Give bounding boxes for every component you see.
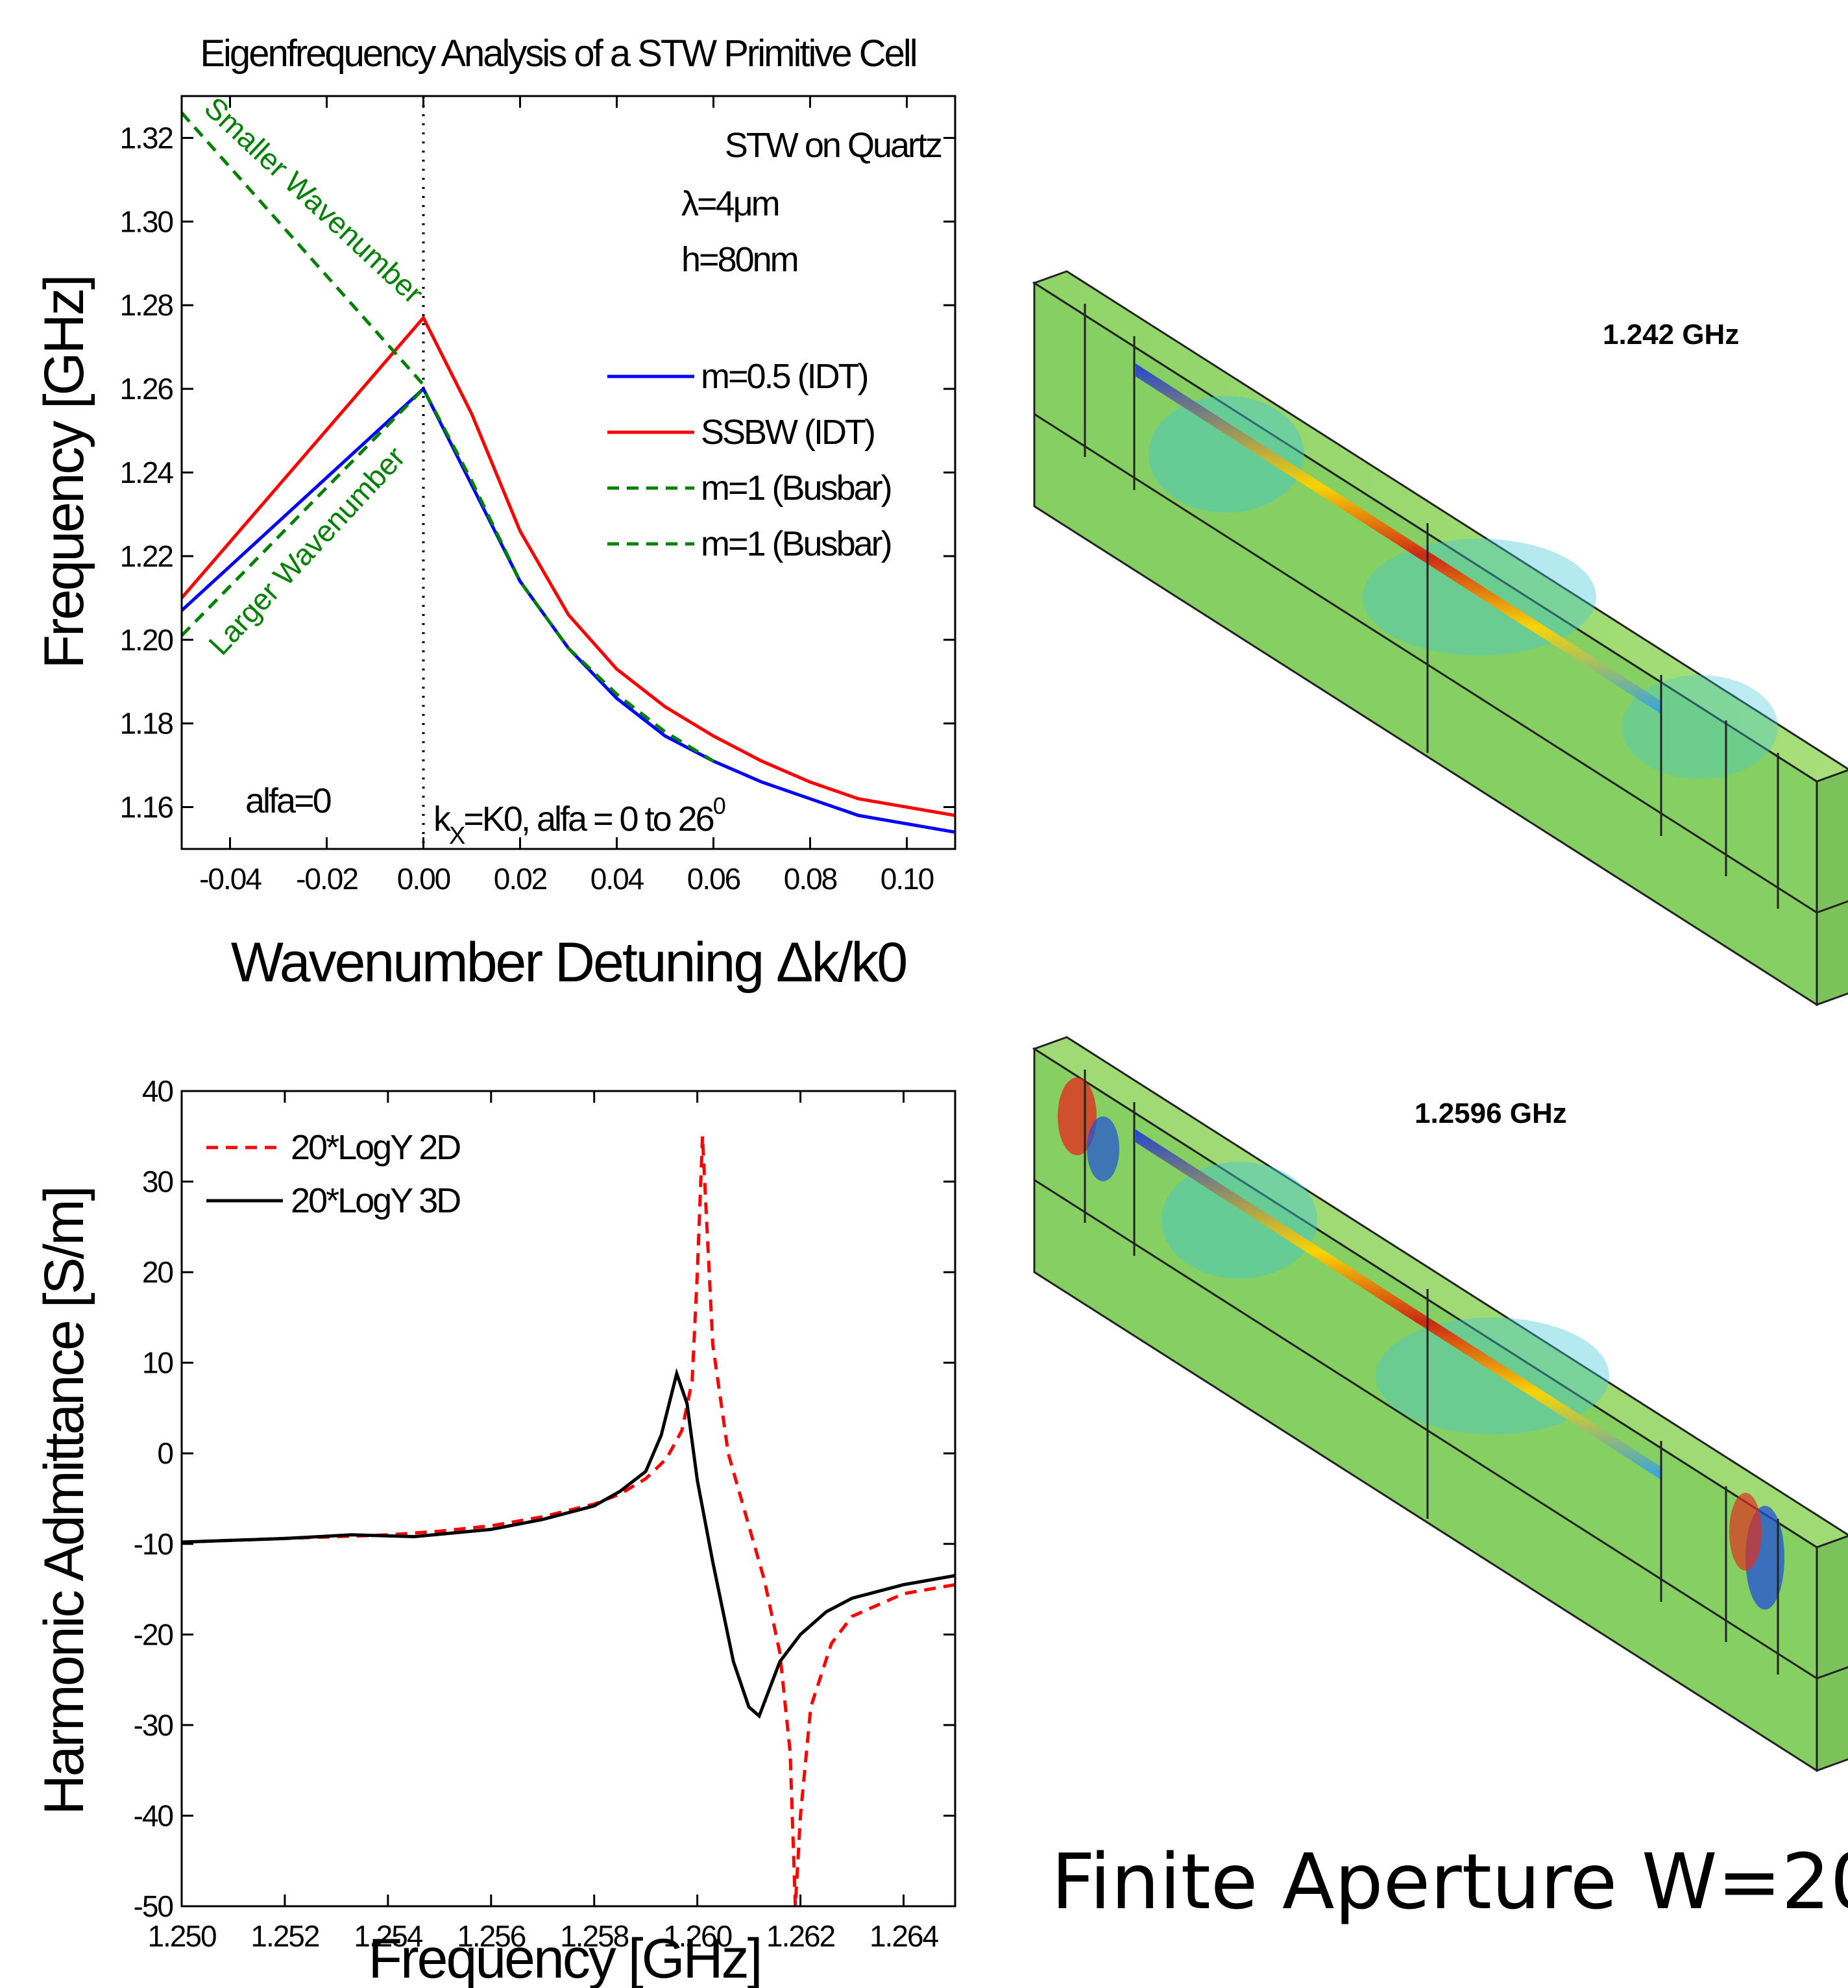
eigenfrequency-chart: Eigenfrequency Analysis of a STW Primiti… <box>33 32 956 994</box>
legend-label-3d: 20*LogY 3D <box>291 1181 460 1220</box>
chart1-annotation-smaller-wavenumber: Smaller Wavenumber <box>198 90 430 310</box>
chart2-ytick-label: -40 <box>134 1798 173 1832</box>
chart2-series-1 <box>182 1368 955 1719</box>
chart2-series-0 <box>182 1136 955 1906</box>
chart1-ytick-label: 1.28 <box>119 288 173 322</box>
chart2-ylabel: Harmonic Admittance [S/m] <box>33 1188 95 1815</box>
chart2-xtick-label: 1.264 <box>869 1919 939 1953</box>
chart1-xtick-label: 0.08 <box>784 862 837 896</box>
chart2-xtick-label: 1.254 <box>354 1919 423 1953</box>
wafer-block <box>1032 270 1848 1006</box>
chart1-ytick-label: 1.16 <box>119 791 173 824</box>
legend-label-2d: 20*LogY 2D <box>291 1128 460 1167</box>
chart2-ytick-label: 20 <box>142 1255 173 1289</box>
field-render-bottom: 1.2596 GHz <box>1032 1036 1848 1772</box>
chart1-series-2 <box>182 386 714 763</box>
chart2-xtick-label: 1.258 <box>560 1919 629 1953</box>
chart1-xtick-label: -0.02 <box>296 862 358 896</box>
chart2-xtick-label: 1.260 <box>663 1919 732 1953</box>
field-render-top-label: 1.242 GHz <box>1603 319 1739 350</box>
chart2-legend: 20*LogY 2D 20*LogY 3D <box>206 1128 462 1220</box>
chart1-series-0 <box>182 386 955 834</box>
chart1-xlabel: Wavenumber Detuning Δk/k0 <box>231 931 906 994</box>
chart1-ylabel: Frequency [GHz] <box>33 276 95 669</box>
chart1-plot-frame <box>180 95 956 850</box>
chart1-xtick-label: -0.04 <box>199 862 261 896</box>
chart1-title: Eigenfrequency Analysis of a STW Primiti… <box>200 32 916 75</box>
chart1-legend: m=0.5 (IDT) SSBW (IDT) m=1 (Busbar) m=1 … <box>607 357 893 563</box>
chart2-xtick-label: 1.256 <box>457 1919 526 1953</box>
chart1-xtick-label: 0.10 <box>881 862 934 896</box>
chart1-ytick-label: 1.20 <box>119 623 173 657</box>
chart2-xtick-label: 1.252 <box>250 1919 319 1953</box>
chart1-series-3 <box>182 112 425 386</box>
chart1-annotation-kx: kX=K0, alfa = 0 to 260 <box>433 792 725 850</box>
chart1-xtick-label: 0.04 <box>590 862 644 896</box>
legend-label-m05: m=0.5 (IDT) <box>701 357 868 396</box>
field-render-top: 1.242 GHz <box>1032 270 1848 1006</box>
legend-label-busbar-2: m=1 (Busbar) <box>701 524 891 563</box>
chart1-ytick-label: 1.30 <box>119 204 173 238</box>
chart1-annotation-thickness: h=80nm <box>681 240 797 279</box>
wafer-block-2 <box>1032 1036 1848 1772</box>
field-render-bottom-label: 1.2596 GHz <box>1415 1098 1567 1129</box>
aperture-caption: Finite Aperture W=20λ <box>1051 1837 1848 1926</box>
chart1-annotation-alfa0: alfa=0 <box>245 781 331 820</box>
chart2-ytick-label: 10 <box>142 1346 173 1380</box>
chart1-xtick-label: 0.00 <box>397 862 450 896</box>
chart2-ytick-label: -10 <box>134 1527 173 1561</box>
chart2-ytick-label: 0 <box>157 1436 173 1470</box>
legend-label-ssbw: SSBW (IDT) <box>701 413 874 452</box>
chart2-ytick-label: -50 <box>134 1889 173 1923</box>
chart1-ytick-label: 1.32 <box>119 121 173 154</box>
chart2-ytick-label: -20 <box>134 1617 173 1651</box>
chart1-ytick-label: 1.18 <box>119 707 173 741</box>
chart2-xtick-label: 1.262 <box>766 1919 835 1953</box>
chart1-xtick-label: 0.06 <box>687 862 740 896</box>
chart1-ytick-label: 1.26 <box>119 372 173 406</box>
chart2-ytick-label: 40 <box>142 1074 173 1108</box>
chart1-xtick-label: 0.02 <box>494 862 547 896</box>
legend-label-busbar-1: m=1 (Busbar) <box>701 469 891 508</box>
chart2-plot-frame <box>180 1090 956 1908</box>
chart2-ytick-label: 30 <box>142 1165 173 1199</box>
admittance-chart: 1.250 1.252 1.254 1.256 1.258 1.260 1.262 1.264… <box>33 1074 956 1988</box>
chart1-ytick-label: 1.24 <box>119 456 173 489</box>
chart2-xtick-label: 1.250 <box>147 1919 216 1953</box>
chart1-annotation-larger-wavenumber: Larger Wavenumber <box>202 440 411 661</box>
chart1-ytick-label: 1.22 <box>119 539 173 573</box>
chart2-xlabel: Frequency [GHz] <box>369 1928 761 1988</box>
chart1-annotation-wavelength: λ=4μm <box>681 184 779 223</box>
chart2-ytick-label: -30 <box>134 1708 173 1742</box>
chart1-annotation-material: STW on Quartz <box>725 126 942 165</box>
chart1-series-1 <box>182 315 955 817</box>
